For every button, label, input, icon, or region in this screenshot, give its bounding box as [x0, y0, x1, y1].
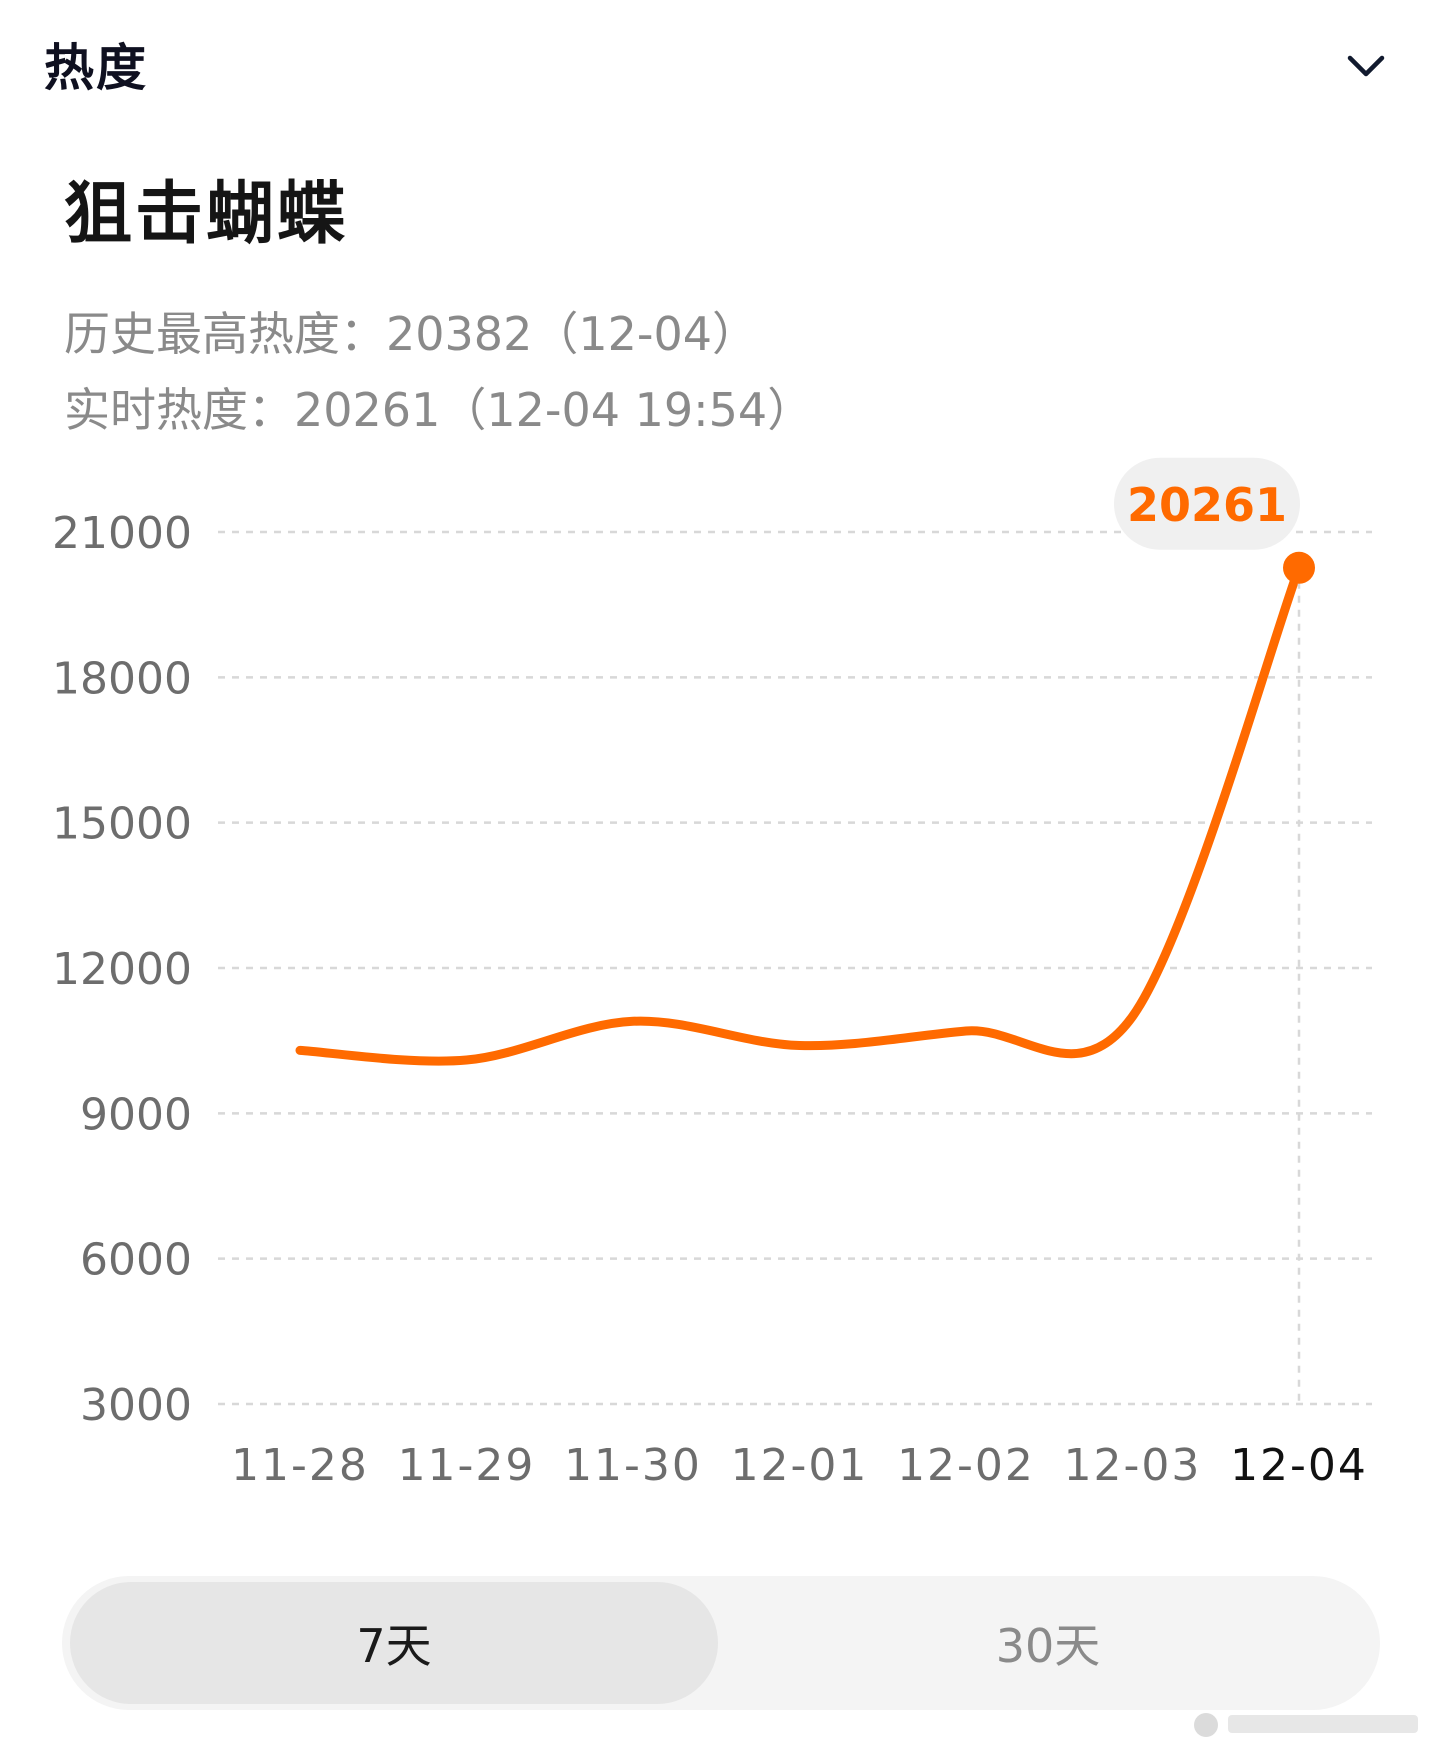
- y-axis-ticks: 21000 18000 15000 12000 9000 6000 3000: [52, 508, 192, 1431]
- x-tick-label[interactable]: 11-29: [398, 1440, 536, 1491]
- y-tick-label: 18000: [52, 653, 192, 704]
- panel-header: 热度: [0, 0, 1440, 130]
- x-tick-label[interactable]: 12-01: [731, 1440, 869, 1491]
- y-tick-label: 21000: [52, 508, 192, 559]
- peak-heat-date: （12-04）: [532, 307, 759, 361]
- peak-heat-value: 20382: [386, 307, 533, 361]
- realtime-heat-label: 实时热度：: [64, 383, 294, 437]
- watermark-icon: [1194, 1713, 1418, 1737]
- peak-heat-label: 历史最高热度：: [64, 307, 386, 361]
- x-tick-label[interactable]: 12-04: [1230, 1440, 1368, 1491]
- chart-series: [295, 563, 1304, 1066]
- x-axis-ticks[interactable]: 11-28 11-29 11-30 12-01 12-02 12-03 12-04: [231, 1440, 1368, 1491]
- tab-7-days[interactable]: 7天: [70, 1582, 718, 1704]
- section-title: 热度: [44, 39, 148, 97]
- y-tick-label: 3000: [80, 1380, 192, 1431]
- realtime-heat-value: 20261: [294, 383, 441, 437]
- x-tick-label[interactable]: 12-03: [1064, 1440, 1202, 1491]
- highlight-value-label: 20261: [1127, 478, 1287, 532]
- x-tick-label[interactable]: 11-30: [564, 1440, 702, 1491]
- peak-heat-row: 历史最高热度：20382（12-04）: [64, 296, 813, 372]
- chart-grid: [218, 530, 1372, 1406]
- tab-30-days[interactable]: 30天: [995, 1619, 1101, 1673]
- collapse-button[interactable]: [1336, 36, 1396, 96]
- highlight-point: [1283, 551, 1315, 584]
- chevron-down-icon: [1347, 55, 1385, 77]
- y-tick-label: 12000: [52, 944, 192, 995]
- topic-title: 狙击蝴蝶: [64, 175, 349, 254]
- x-tick-label[interactable]: 12-02: [897, 1440, 1035, 1491]
- series-line: [295, 563, 1304, 1066]
- x-tick-label[interactable]: 11-28: [231, 1440, 369, 1491]
- y-tick-label: 15000: [52, 799, 192, 850]
- highlight-label-bubble: [1114, 457, 1300, 550]
- heat-trend-chart[interactable]: 21000 18000 15000 12000 9000 6000 3000 11-28 11…: [0, 440, 1440, 1540]
- chart-highlight: 20261: [1114, 457, 1315, 1404]
- y-tick-label: 6000: [80, 1235, 192, 1286]
- heat-stats: 历史最高热度：20382（12-04） 实时热度：20261（12-04 19:…: [64, 296, 813, 448]
- realtime-heat-time: （12-04 19:54）: [440, 383, 814, 437]
- y-tick-label: 9000: [80, 1089, 192, 1140]
- time-range-selector: 7天 30天: [62, 1576, 1380, 1710]
- realtime-heat-row: 实时热度：20261（12-04 19:54）: [64, 372, 813, 448]
